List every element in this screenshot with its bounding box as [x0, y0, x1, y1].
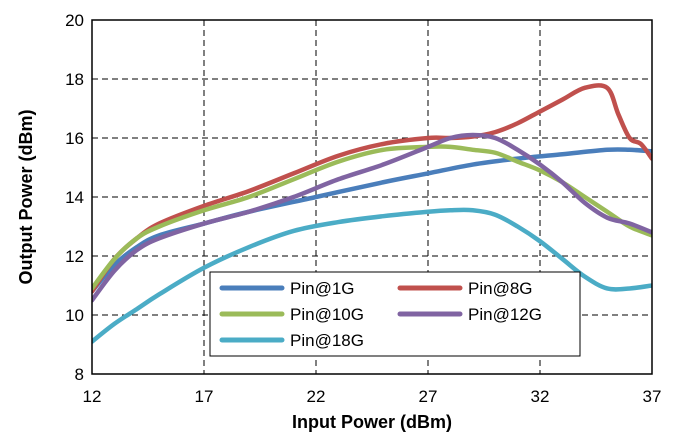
- series-line-pin-10g: [92, 144, 652, 291]
- series-layer: [92, 83, 652, 344]
- legend-label: Pin@10G: [290, 305, 364, 324]
- series-line-pin-18g: [92, 207, 652, 344]
- x-tick-label: 27: [419, 387, 438, 406]
- series-line-pin-1g: [92, 147, 652, 294]
- x-axis-title: Input Power (dBm): [292, 412, 452, 432]
- x-tick-label: 17: [195, 387, 214, 406]
- legend-label: Pin@1G: [290, 279, 355, 298]
- series-line-pin-12g: [92, 132, 652, 303]
- x-tick-label: 12: [83, 387, 102, 406]
- y-tick-label: 8: [75, 365, 84, 384]
- y-tick-label: 20: [65, 11, 84, 30]
- legend-label: Pin@18G: [290, 331, 364, 350]
- y-tick-label: 14: [65, 188, 84, 207]
- ticks: 12 17 22 27 32 37 8 10 12 14 16 18 20: [65, 11, 661, 406]
- x-tick-label: 32: [531, 387, 550, 406]
- y-axis-title: Output Power (dBm): [16, 110, 36, 285]
- legend-label: Pin@8G: [468, 279, 533, 298]
- legend: Pin@1G Pin@8G Pin@10G Pin@12G Pin@18G: [209, 271, 581, 357]
- x-tick-label: 37: [643, 387, 662, 406]
- legend-label: Pin@12G: [468, 305, 542, 324]
- y-tick-label: 10: [65, 306, 84, 325]
- y-tick-label: 12: [65, 247, 84, 266]
- x-tick-label: 22: [307, 387, 326, 406]
- y-tick-label: 18: [65, 70, 84, 89]
- plot-frame: [91, 19, 653, 375]
- y-tick-label: 16: [65, 129, 84, 148]
